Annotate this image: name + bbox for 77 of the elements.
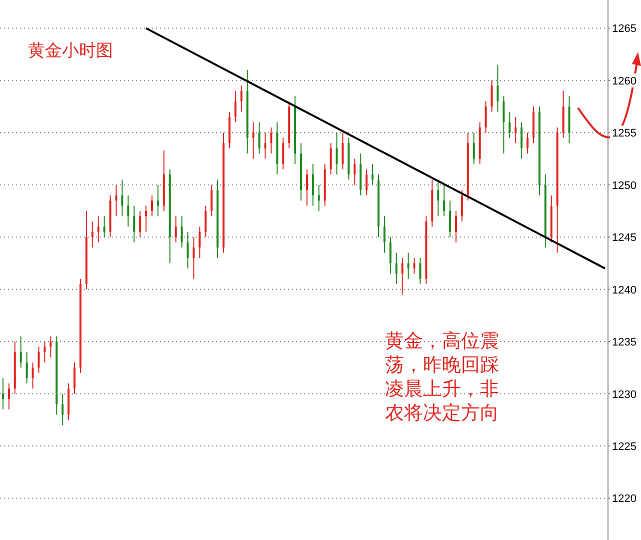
candlestick xyxy=(26,351,28,384)
candlestick xyxy=(484,100,487,134)
candlestick xyxy=(472,132,475,164)
y-tick-label: 1225 xyxy=(612,440,636,453)
candlestick xyxy=(198,226,201,258)
candlestick xyxy=(508,111,511,138)
candlestick xyxy=(312,163,314,206)
candlestick xyxy=(62,393,64,426)
candlestick xyxy=(383,216,386,254)
y-tick-label: 1235 xyxy=(612,336,636,349)
candlestick xyxy=(133,205,136,243)
y-tick-label: 1250 xyxy=(612,180,636,192)
candlestick xyxy=(121,179,124,217)
candlestick xyxy=(330,142,332,175)
candlestick xyxy=(174,216,177,243)
candlestick xyxy=(490,80,493,112)
candlestick xyxy=(32,362,34,390)
candlestick xyxy=(50,336,52,358)
candlestick xyxy=(401,257,404,296)
candlestick xyxy=(264,132,266,160)
candlestick xyxy=(514,116,517,144)
text: 黄金小时图 xyxy=(28,41,113,60)
y-tick-label: 1260 xyxy=(612,75,636,88)
y-tick-label: 1265 xyxy=(612,23,636,36)
candlestick xyxy=(372,163,374,186)
candlestick xyxy=(127,194,130,228)
candlestick xyxy=(258,122,260,154)
candlestick xyxy=(20,336,22,368)
candlestick xyxy=(8,382,10,410)
candlestick xyxy=(366,168,368,196)
candlestick xyxy=(419,257,422,285)
candlestick xyxy=(413,257,416,274)
candlestick xyxy=(342,132,344,170)
candlestick xyxy=(74,362,76,394)
annotation: 黄金，高位震荡，昨晚回踩凌晨上升，非农将决定方向 xyxy=(385,330,499,424)
y-tick-label: 1230 xyxy=(612,388,636,401)
candlestick xyxy=(306,168,308,206)
y-tick-label: 1240 xyxy=(612,284,636,296)
candlestick xyxy=(234,90,236,123)
y-tick-label: 1220 xyxy=(612,493,636,506)
candlestick xyxy=(103,216,106,238)
candlestick xyxy=(145,205,148,232)
candlestick xyxy=(44,341,46,363)
candlestick xyxy=(502,96,505,154)
candlestick xyxy=(91,220,94,248)
candlestick xyxy=(270,126,272,154)
candlestick xyxy=(526,132,529,154)
candlestick xyxy=(455,210,457,243)
candlestick xyxy=(389,236,392,274)
candlestick xyxy=(282,137,284,170)
candlestick xyxy=(97,216,100,243)
candlestick xyxy=(139,210,142,238)
candlestick xyxy=(336,132,338,175)
candlestick xyxy=(443,184,446,217)
candlestick xyxy=(115,184,118,217)
candlestick xyxy=(354,158,356,186)
candlestick xyxy=(318,184,320,212)
candlestick xyxy=(186,231,189,269)
candlestick xyxy=(38,346,40,374)
candlestick xyxy=(437,179,440,217)
candlestick xyxy=(192,236,195,280)
candlestick xyxy=(520,122,523,160)
candlestick xyxy=(204,205,207,238)
candlestick xyxy=(2,378,4,410)
candlestick xyxy=(240,85,242,112)
candlestick xyxy=(460,190,463,222)
candlestick xyxy=(156,184,159,217)
candlestick xyxy=(210,184,213,217)
y-tick-label: 1245 xyxy=(612,232,636,244)
candlestick xyxy=(395,252,398,285)
candlestick xyxy=(252,122,254,160)
candlestick xyxy=(151,194,153,217)
candlestick xyxy=(407,252,410,280)
candlestick xyxy=(496,64,499,112)
candlestick xyxy=(180,216,183,248)
y-tick-label: 1255 xyxy=(612,128,636,140)
candlestick xyxy=(449,200,452,238)
